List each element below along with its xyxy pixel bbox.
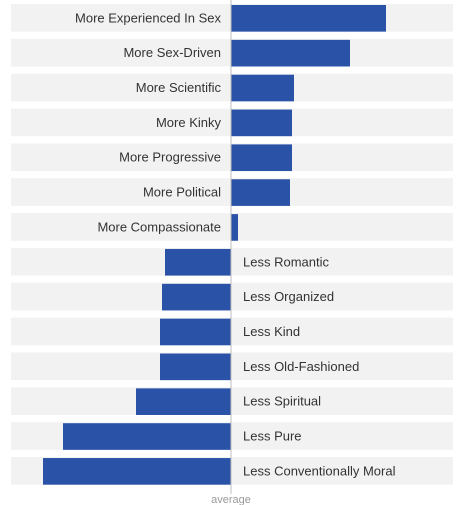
row-background xyxy=(11,387,453,415)
bar xyxy=(63,423,231,450)
category-label: Less Conventionally Moral xyxy=(243,463,396,478)
bar xyxy=(162,283,231,311)
bar xyxy=(165,248,231,276)
category-label: More Compassionate xyxy=(97,219,221,234)
bar xyxy=(231,74,294,102)
category-label: More Political xyxy=(143,185,221,200)
bar xyxy=(231,109,292,137)
bar xyxy=(160,353,231,381)
category-labels: More Experienced In Sex More Sex-Driven Mo… xyxy=(75,10,396,478)
category-label: More Progressive xyxy=(119,150,221,165)
category-label: Less Organized xyxy=(243,289,334,304)
category-label: Less Spiritual xyxy=(243,394,321,409)
bar xyxy=(231,5,386,32)
bar xyxy=(231,179,290,206)
row-background xyxy=(11,352,453,381)
category-label: Less Kind xyxy=(243,324,300,339)
category-label: More Kinky xyxy=(156,115,222,130)
category-label: More Experienced In Sex xyxy=(75,10,221,25)
bar xyxy=(231,214,238,241)
category-label: More Sex-Driven xyxy=(123,45,221,60)
bars xyxy=(43,5,386,485)
bar xyxy=(136,388,231,415)
bar xyxy=(160,318,231,346)
category-label: Less Old-Fashioned xyxy=(243,359,359,374)
category-label: More Scientific xyxy=(136,80,222,95)
row-background xyxy=(11,247,453,276)
category-label: Less Romantic xyxy=(243,254,329,269)
row-background xyxy=(11,317,453,346)
category-label: Less Pure xyxy=(243,429,302,444)
bar xyxy=(231,39,350,67)
bar xyxy=(43,458,231,485)
average-axis-label: average xyxy=(211,494,251,505)
row-background xyxy=(11,282,453,311)
bar xyxy=(231,144,292,172)
